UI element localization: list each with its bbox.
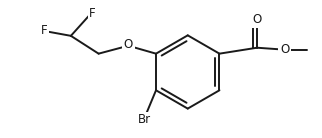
- Text: Br: Br: [137, 113, 151, 127]
- Text: O: O: [252, 14, 262, 26]
- Text: O: O: [280, 43, 289, 56]
- Text: O: O: [124, 38, 133, 51]
- Text: F: F: [89, 7, 96, 20]
- Text: F: F: [41, 24, 47, 37]
